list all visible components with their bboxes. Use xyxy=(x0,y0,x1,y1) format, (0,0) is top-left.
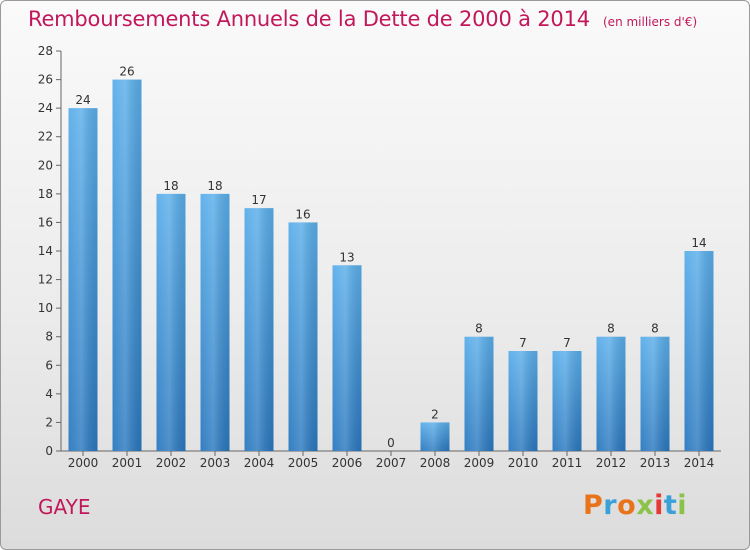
data-label-2005: 16 xyxy=(295,207,310,221)
bar-shine-2004 xyxy=(244,208,274,451)
bar-shine-2014 xyxy=(684,251,714,451)
data-label-2003: 18 xyxy=(207,179,222,193)
bar-shine-2006 xyxy=(332,265,362,451)
x-tick-label: 2011 xyxy=(552,456,583,470)
bar-shine-2009 xyxy=(464,336,494,451)
bar-shine-2008 xyxy=(420,422,450,451)
title-row: Remboursements Annuels de la Dette de 20… xyxy=(28,7,697,31)
y-tick-label: 20 xyxy=(38,158,53,172)
data-label-2009: 8 xyxy=(475,322,483,336)
y-tick-label: 12 xyxy=(38,273,53,287)
x-tick-label: 2000 xyxy=(68,456,99,470)
y-tick-label: 22 xyxy=(38,130,53,144)
y-tick-label: 6 xyxy=(45,358,53,372)
y-tick-label: 10 xyxy=(38,301,53,315)
x-tick-label: 2007 xyxy=(376,456,407,470)
bar-shine-2010 xyxy=(508,351,538,451)
bar-shine-2000 xyxy=(68,108,98,452)
logo-letter: x xyxy=(636,490,655,521)
x-tick-label: 2006 xyxy=(332,456,363,470)
proxiti-logo: Proxiti xyxy=(583,490,687,521)
x-tick-label: 2001 xyxy=(112,456,143,470)
y-tick-label: 24 xyxy=(38,101,53,115)
x-tick-label: 2004 xyxy=(244,456,275,470)
data-label-2000: 24 xyxy=(75,93,90,107)
data-label-2004: 17 xyxy=(251,193,266,207)
data-label-2008: 2 xyxy=(431,407,439,421)
y-tick-label: 18 xyxy=(38,187,53,201)
x-tick-label: 2008 xyxy=(420,456,451,470)
logo-letter: o xyxy=(617,490,637,521)
x-tick-label: 2005 xyxy=(288,456,319,470)
logo-letter: i xyxy=(654,490,664,521)
bar-shine-2003 xyxy=(200,193,230,451)
bar-shine-2013 xyxy=(640,336,670,451)
chart-title: Remboursements Annuels de la Dette de 20… xyxy=(28,7,590,31)
data-label-2011: 7 xyxy=(563,336,571,350)
x-tick-label: 2002 xyxy=(156,456,187,470)
x-tick-label: 2010 xyxy=(508,456,539,470)
x-tick-label: 2003 xyxy=(200,456,231,470)
commune-name: GAYE xyxy=(38,495,91,519)
bar-shine-2012 xyxy=(596,336,626,451)
y-tick-label: 16 xyxy=(38,215,53,229)
data-label-2006: 13 xyxy=(339,250,354,264)
x-tick-label: 2009 xyxy=(464,456,495,470)
data-label-2001: 26 xyxy=(119,65,134,79)
x-tick-label: 2013 xyxy=(640,456,671,470)
data-label-2013: 8 xyxy=(651,322,659,336)
y-tick-label: 8 xyxy=(45,330,53,344)
y-tick-label: 14 xyxy=(38,244,53,258)
x-tick-label: 2012 xyxy=(596,456,627,470)
data-labels: 24 26 18 18 17 16 13 0 2 8 7 7 8 8 14 xyxy=(75,65,706,450)
x-axis: 2000 2001 2002 2003 2004 2005 2006 2007 2008 2009… xyxy=(61,450,721,470)
y-tick-label: 2 xyxy=(45,415,53,429)
bar-shine-2005 xyxy=(288,222,318,451)
logo-letter: t xyxy=(663,490,678,521)
logo-letter: i xyxy=(677,490,688,521)
x-tick-label: 2014 xyxy=(684,456,715,470)
data-label-2010: 7 xyxy=(519,336,527,350)
bar-shine-2001 xyxy=(112,79,142,452)
bar-shine-2002 xyxy=(156,193,186,451)
data-label-2014: 14 xyxy=(691,236,706,250)
data-label-2012: 8 xyxy=(607,322,615,336)
y-tick-label: 26 xyxy=(38,73,53,87)
data-label-2007: 0 xyxy=(387,436,395,450)
bars xyxy=(68,79,714,452)
chart-unit: (en milliers d'€) xyxy=(603,15,698,29)
y-tick-label: 0 xyxy=(45,444,53,458)
y-tick-label: 4 xyxy=(45,387,53,401)
bar-shine-2011 xyxy=(552,351,582,451)
logo-letter: r xyxy=(603,490,618,521)
y-tick-label: 28 xyxy=(38,44,53,58)
logo-letter: P xyxy=(583,490,604,521)
data-label-2002: 18 xyxy=(163,179,178,193)
